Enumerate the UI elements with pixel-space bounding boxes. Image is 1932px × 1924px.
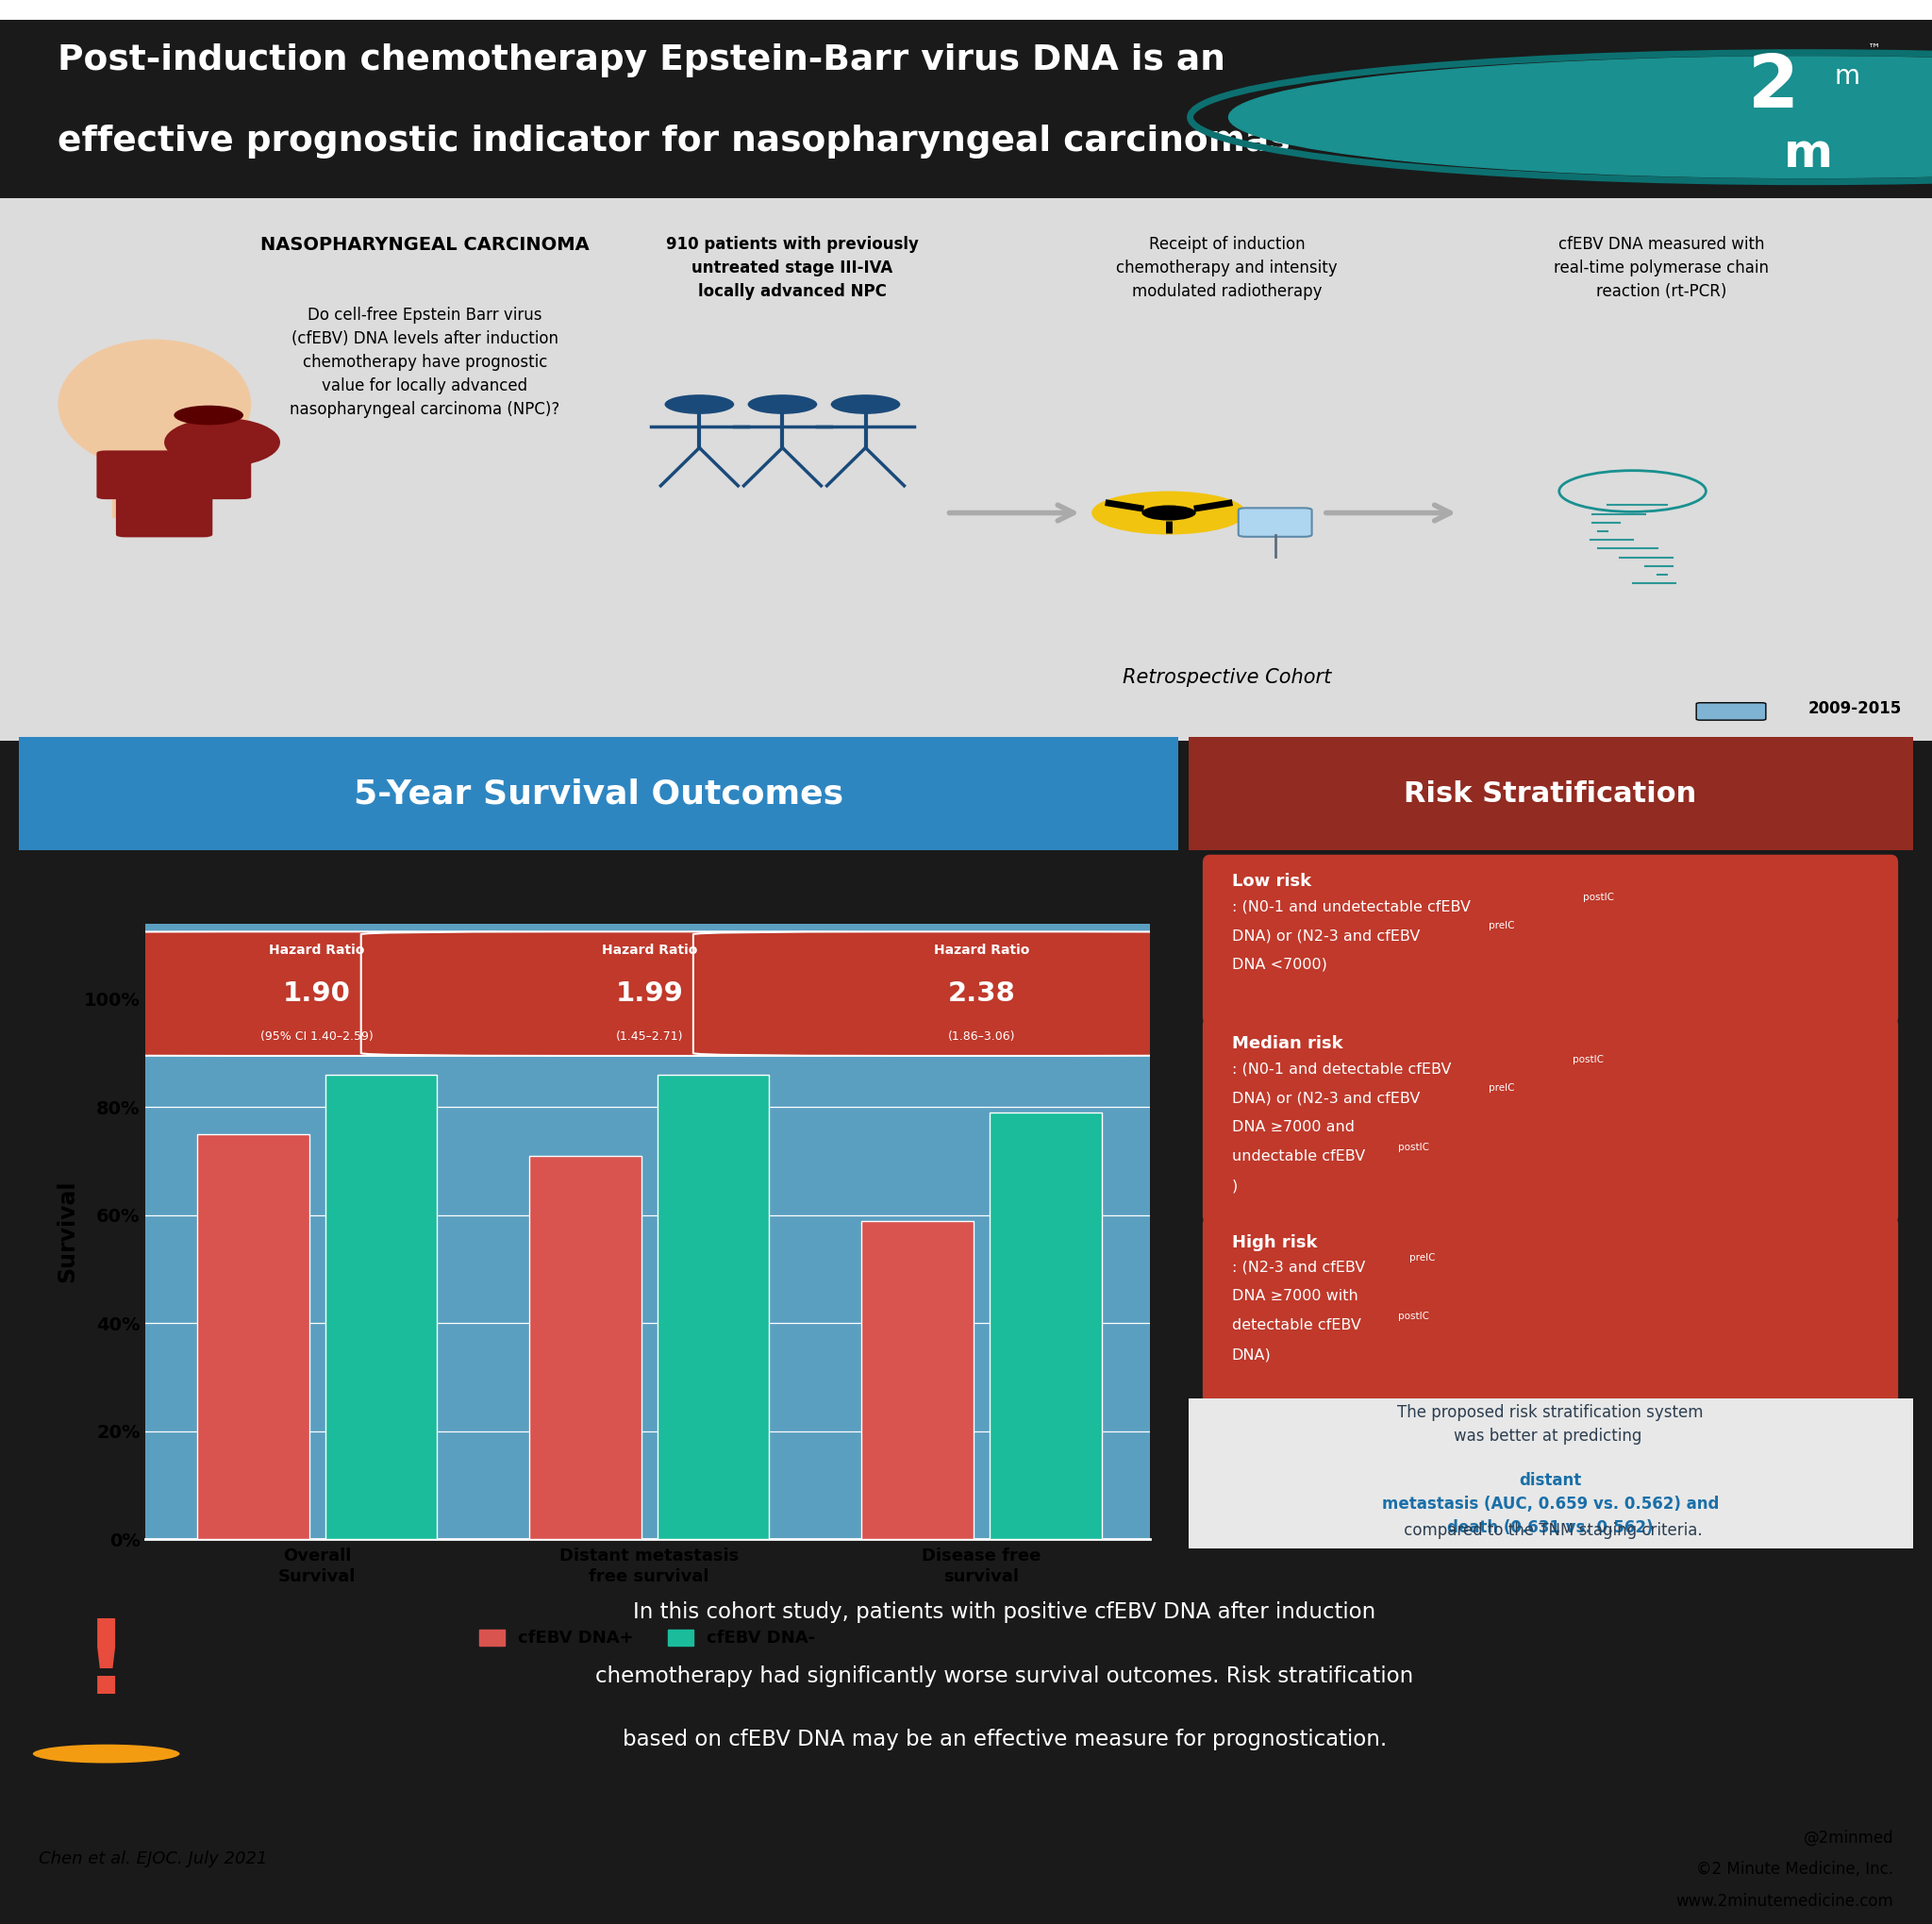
Text: 1.99: 1.99 [614, 981, 684, 1006]
Circle shape [665, 394, 734, 414]
Text: effective prognostic indicator for nasopharyngeal carcinomas: effective prognostic indicator for nasop… [58, 125, 1291, 158]
Text: Hazard Ratio: Hazard Ratio [601, 945, 697, 956]
Circle shape [831, 394, 900, 414]
FancyBboxPatch shape [1188, 737, 1913, 850]
Text: (1.45–2.71): (1.45–2.71) [616, 1031, 682, 1043]
Text: : (N0-1 and detectable cfEBV: : (N0-1 and detectable cfEBV [1233, 1062, 1451, 1076]
Text: postIC: postIC [1573, 1054, 1604, 1064]
Text: based on cfEBV DNA may be an effective measure for prognostication.: based on cfEBV DNA may be an effective m… [622, 1730, 1387, 1751]
Text: postIC: postIC [1582, 893, 1613, 902]
Text: preIC: preIC [1408, 1253, 1435, 1262]
FancyBboxPatch shape [361, 931, 937, 1056]
Text: DNA ≥7000 and: DNA ≥7000 and [1233, 1120, 1354, 1135]
FancyBboxPatch shape [0, 0, 1932, 19]
Bar [989, 1112, 1101, 1539]
Text: m: m [1783, 131, 1833, 177]
Text: preIC: preIC [1490, 1083, 1515, 1093]
Text: Hazard Ratio: Hazard Ratio [933, 945, 1030, 956]
Text: High risk: High risk [1233, 1233, 1318, 1251]
Legend: cfEBV DNA+, cfEBV DNA-: cfEBV DNA+, cfEBV DNA- [471, 1622, 823, 1655]
FancyBboxPatch shape [1188, 1399, 1913, 1549]
FancyBboxPatch shape [1202, 1018, 1897, 1224]
Text: ™: ™ [1868, 42, 1880, 56]
Circle shape [1092, 491, 1246, 535]
FancyBboxPatch shape [116, 489, 213, 537]
Text: : (N0-1 and undetectable cfEBV: : (N0-1 and undetectable cfEBV [1233, 899, 1470, 914]
Text: DNA <7000): DNA <7000) [1233, 958, 1327, 972]
Text: NASOPHARYNGEAL CARCINOMA: NASOPHARYNGEAL CARCINOMA [261, 237, 589, 254]
FancyBboxPatch shape [1696, 702, 1766, 720]
Text: Retrospective Cohort: Retrospective Cohort [1122, 668, 1331, 687]
Text: m: m [1833, 63, 1861, 90]
Text: (1.86–3.06): (1.86–3.06) [949, 1031, 1014, 1043]
Circle shape [1142, 506, 1196, 521]
Text: Receipt of induction
chemotherapy and intensity
modulated radiotherapy: Receipt of induction chemotherapy and in… [1117, 237, 1337, 300]
Text: 1.90: 1.90 [284, 981, 352, 1006]
Text: DNA): DNA) [1233, 1347, 1271, 1362]
Text: chemotherapy had significantly worse survival outcomes. Risk stratification: chemotherapy had significantly worse sur… [595, 1664, 1414, 1687]
Text: : (N2-3 and cfEBV: : (N2-3 and cfEBV [1233, 1260, 1366, 1274]
FancyBboxPatch shape [1202, 854, 1897, 1025]
Text: Hazard Ratio: Hazard Ratio [269, 945, 365, 956]
FancyBboxPatch shape [694, 931, 1269, 1056]
Ellipse shape [58, 339, 251, 469]
Text: detectable cfEBV: detectable cfEBV [1233, 1318, 1360, 1333]
Text: Low risk: Low risk [1233, 873, 1312, 891]
Text: ©2 Minute Medicine, Inc.: ©2 Minute Medicine, Inc. [1696, 1861, 1893, 1878]
Text: 2: 2 [1748, 52, 1799, 123]
Bar [197, 1133, 309, 1539]
Text: Median risk: Median risk [1233, 1035, 1343, 1052]
Bar [325, 1076, 437, 1539]
FancyBboxPatch shape [19, 737, 1179, 850]
Text: Do cell-free Epstein Barr virus
(cfEBV) DNA levels after induction
chemotherapy : Do cell-free Epstein Barr virus (cfEBV) … [290, 306, 560, 418]
Ellipse shape [164, 418, 280, 468]
Text: postIC: postIC [1399, 1312, 1430, 1322]
Bar [529, 1156, 641, 1539]
Text: Chen et al. EJOC. July 2021: Chen et al. EJOC. July 2021 [39, 1851, 267, 1866]
Text: DNA) or (N2-3 and cfEBV: DNA) or (N2-3 and cfEBV [1233, 1091, 1420, 1104]
Circle shape [174, 406, 243, 425]
FancyBboxPatch shape [0, 19, 1932, 202]
Text: In this cohort study, patients with positive cfEBV DNA after induction: In this cohort study, patients with posi… [634, 1601, 1376, 1622]
Text: distant
metastasis (AUC, 0.659 vs. 0.562) and
death (0.631 vs. 0.562): distant metastasis (AUC, 0.659 vs. 0.562… [1381, 1472, 1719, 1535]
Text: Risk Stratification: Risk Stratification [1405, 779, 1696, 808]
FancyBboxPatch shape [1238, 508, 1312, 537]
Text: compared to the TNM staging criteria.: compared to the TNM staging criteria. [1399, 1522, 1702, 1539]
Text: ): ) [1233, 1179, 1238, 1193]
Text: !: ! [83, 1616, 129, 1716]
Circle shape [33, 1745, 180, 1762]
Text: postIC: postIC [1399, 1143, 1430, 1152]
Text: Post-induction chemotherapy Epstein-Barr virus DNA is an: Post-induction chemotherapy Epstein-Barr… [58, 44, 1225, 77]
Text: www.2minutemedicine.com: www.2minutemedicine.com [1675, 1893, 1893, 1911]
Text: DNA ≥7000 with: DNA ≥7000 with [1233, 1289, 1358, 1303]
FancyBboxPatch shape [97, 450, 251, 500]
Text: preIC: preIC [1490, 922, 1515, 931]
Text: 910 patients with previously
untreated stage III-IVA
locally advanced NPC: 910 patients with previously untreated s… [667, 237, 918, 300]
Text: cfEBV DNA measured with
real-time polymerase chain
reaction (rt-PCR): cfEBV DNA measured with real-time polyme… [1553, 237, 1770, 300]
FancyBboxPatch shape [0, 198, 1932, 741]
Text: 2.38: 2.38 [947, 981, 1016, 1006]
Circle shape [748, 394, 817, 414]
Text: 2009-2015: 2009-2015 [1808, 700, 1901, 716]
Text: 5-Year Survival Outcomes: 5-Year Survival Outcomes [354, 777, 844, 810]
Text: @2minmed: @2minmed [1803, 1830, 1893, 1847]
FancyBboxPatch shape [29, 931, 605, 1056]
Text: The proposed risk stratification system
was better at predicting: The proposed risk stratification system … [1397, 1405, 1704, 1445]
Text: (95% CI 1.40–2.59): (95% CI 1.40–2.59) [261, 1031, 373, 1043]
Y-axis label: Survival: Survival [56, 1179, 79, 1283]
Bar [862, 1220, 974, 1539]
Circle shape [1229, 56, 1932, 177]
Text: undectable cfEBV: undectable cfEBV [1233, 1149, 1364, 1164]
Bar [657, 1076, 769, 1539]
FancyBboxPatch shape [112, 475, 197, 518]
FancyBboxPatch shape [1202, 1216, 1897, 1406]
Text: DNA) or (N2-3 and cfEBV: DNA) or (N2-3 and cfEBV [1233, 929, 1420, 943]
